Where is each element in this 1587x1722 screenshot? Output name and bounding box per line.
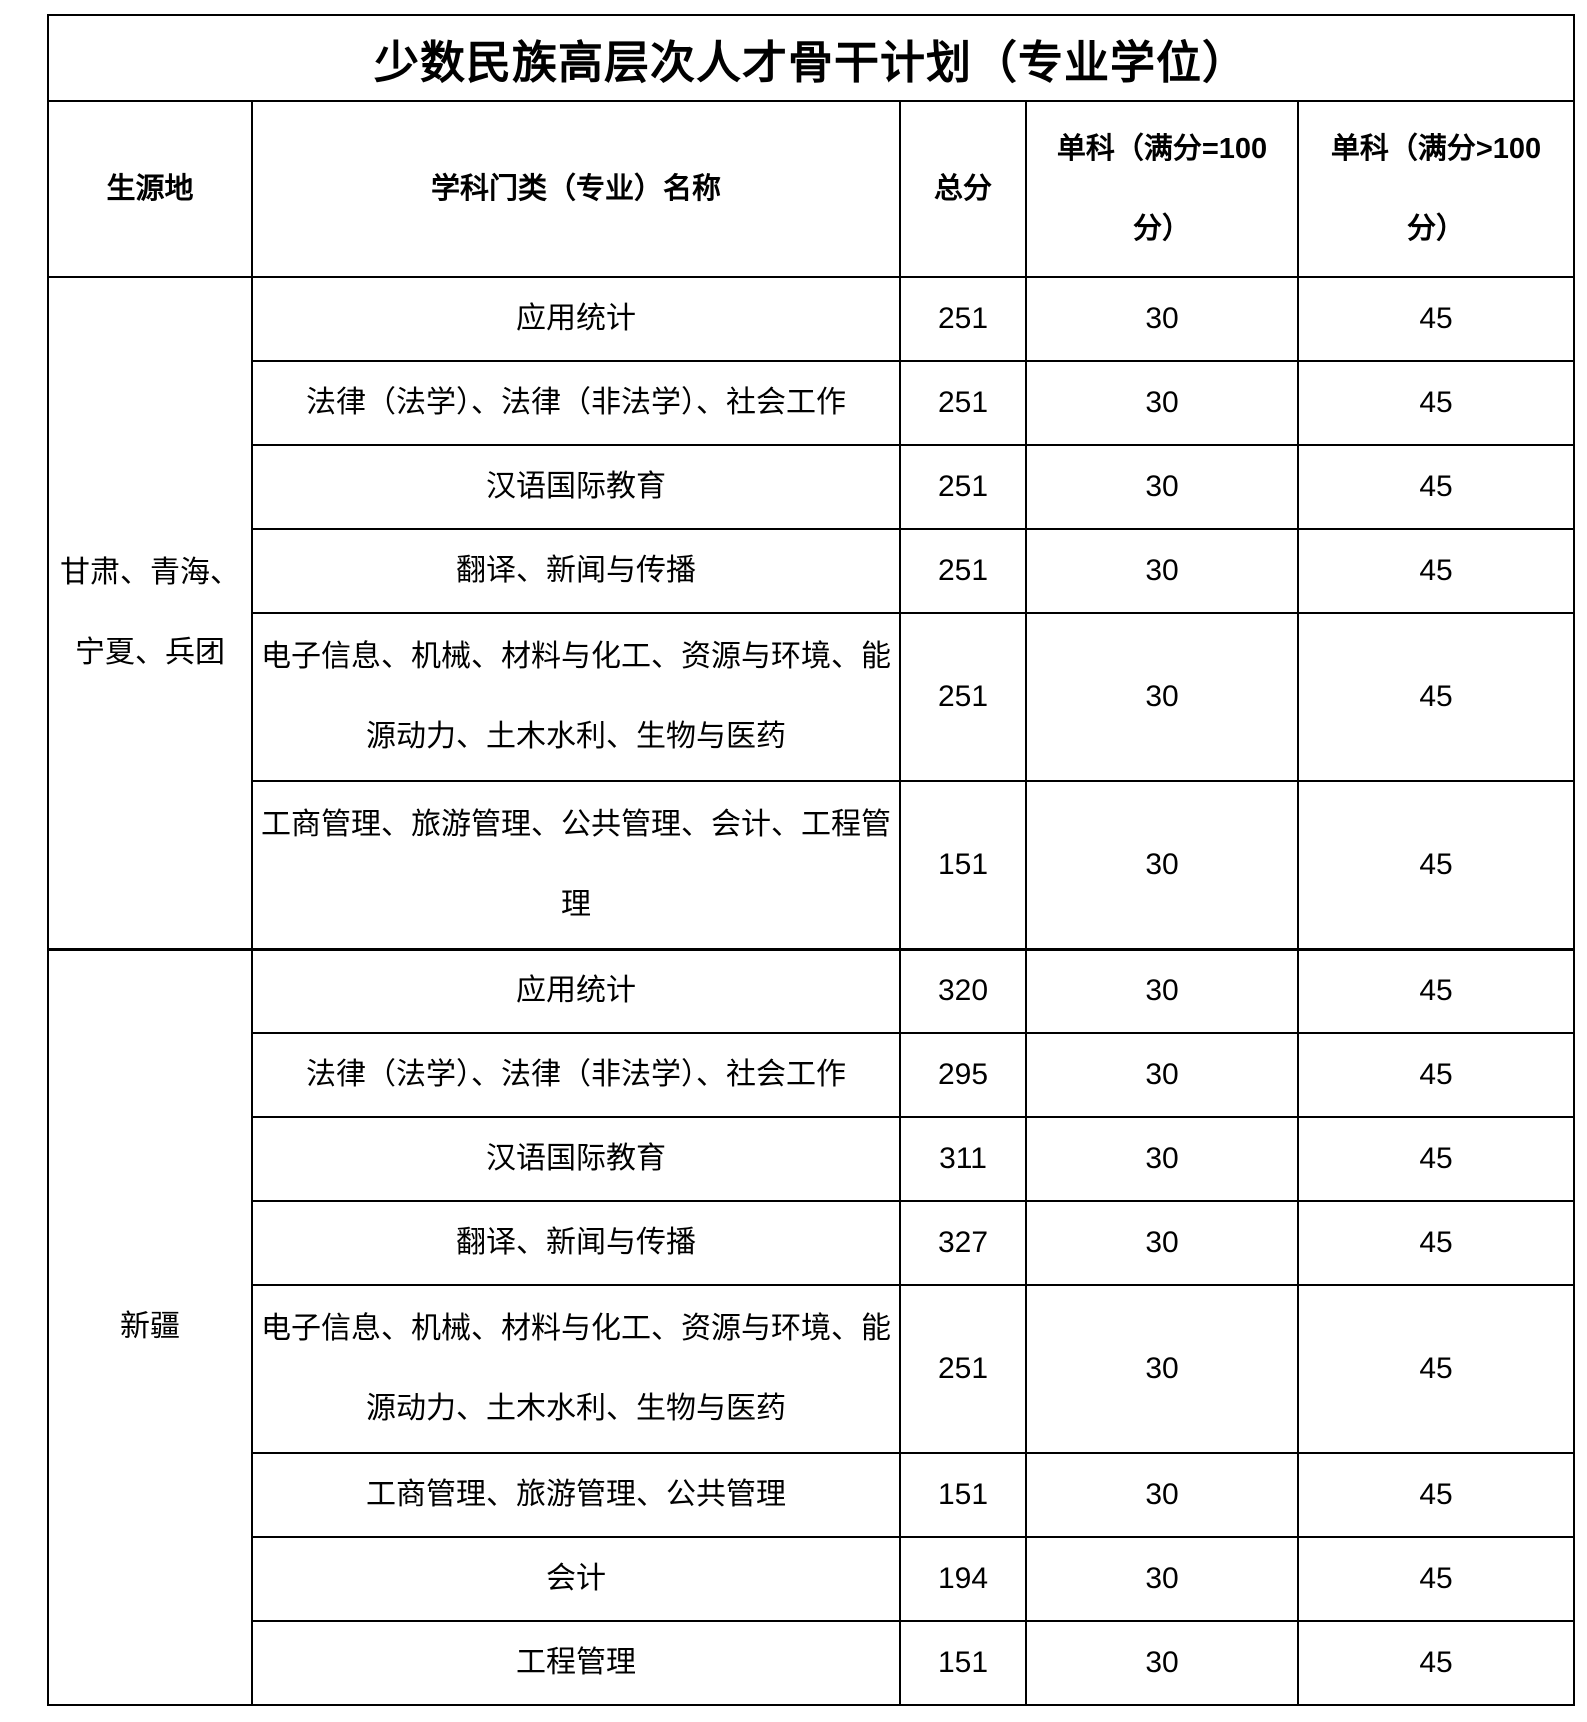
table-row: 工商管理、旅游管理、公共管理、会计、工程管 理 151 30 45 bbox=[48, 780, 1576, 950]
single-gt100-cell: 45 bbox=[1296, 1200, 1576, 1286]
table-row: 汉语国际教育 251 30 45 bbox=[48, 444, 1576, 530]
single-gt100-cell: 45 bbox=[1296, 528, 1576, 614]
score-line-table: 少数民族高层次人才骨干计划（专业学位） 生源地 学科门类（专业）名称 总分 单科… bbox=[46, 14, 1576, 1706]
total-cell: 311 bbox=[899, 1116, 1027, 1202]
single-gt100-cell: 45 bbox=[1296, 1536, 1576, 1622]
total-cell: 295 bbox=[899, 1032, 1027, 1118]
single-eq100-cell: 30 bbox=[1025, 1620, 1299, 1706]
total-cell: 151 bbox=[899, 780, 1027, 950]
single-eq100-cell: 30 bbox=[1025, 947, 1299, 1034]
major-cell: 翻译、新闻与传播 bbox=[251, 1200, 901, 1286]
single-eq100-cell: 30 bbox=[1025, 444, 1299, 530]
table-row: 电子信息、机械、材料与化工、资源与环境、能 源动力、土木水利、生物与医药 251… bbox=[48, 612, 1576, 782]
table-row: 汉语国际教育 311 30 45 bbox=[48, 1116, 1576, 1202]
table-row: 新疆 应用统计 320 30 45 bbox=[47, 947, 1576, 1706]
major-cell: 工程管理 bbox=[251, 1620, 901, 1706]
major-cell: 汉语国际教育 bbox=[251, 1116, 901, 1202]
table-row: 会计 194 30 45 bbox=[48, 1536, 1576, 1622]
single-eq100-cell: 30 bbox=[1025, 1116, 1299, 1202]
col-header-major: 学科门类（专业）名称 bbox=[251, 100, 901, 278]
major-cell: 电子信息、机械、材料与化工、资源与环境、能 源动力、土木水利、生物与医药 bbox=[251, 1284, 901, 1454]
single-eq100-cell: 30 bbox=[1025, 1284, 1299, 1454]
major-cell: 电子信息、机械、材料与化工、资源与环境、能 源动力、土木水利、生物与医药 bbox=[251, 612, 901, 782]
total-cell: 320 bbox=[899, 947, 1027, 1034]
col-header-origin: 生源地 bbox=[47, 100, 253, 278]
major-cell: 会计 bbox=[251, 1536, 901, 1622]
major-cell: 法律（法学）、法律（非法学）、社会工作 bbox=[251, 360, 901, 446]
single-gt100-cell: 45 bbox=[1296, 1452, 1576, 1538]
major-cell: 翻译、新闻与传播 bbox=[251, 528, 901, 614]
col-header-single-eq100: 单科（满分=100 分） bbox=[1025, 100, 1299, 278]
major-cell: 汉语国际教育 bbox=[251, 444, 901, 530]
major-cell: 应用统计 bbox=[251, 276, 901, 362]
total-cell: 251 bbox=[899, 360, 1027, 446]
single-eq100-cell: 30 bbox=[1025, 360, 1299, 446]
table-row: 甘肃、青海、 宁夏、兵团 应用统计 251 30 45 bbox=[47, 276, 1576, 950]
single-gt100-cell: 45 bbox=[1296, 612, 1576, 782]
single-eq100-cell: 30 bbox=[1025, 780, 1299, 950]
single-eq100-cell: 30 bbox=[1025, 276, 1299, 362]
single-gt100-cell: 45 bbox=[1296, 1032, 1576, 1118]
single-eq100-cell: 30 bbox=[1025, 1452, 1299, 1538]
title-row: 少数民族高层次人才骨干计划（专业学位） bbox=[46, 14, 1576, 102]
total-cell: 251 bbox=[899, 1284, 1027, 1454]
single-gt100-cell: 45 bbox=[1296, 780, 1576, 950]
major-cell: 工商管理、旅游管理、公共管理 bbox=[251, 1452, 901, 1538]
col-header-single-gt100: 单科（满分>100 分） bbox=[1296, 100, 1576, 278]
single-eq100-cell: 30 bbox=[1025, 612, 1299, 782]
single-gt100-cell: 45 bbox=[1296, 1116, 1576, 1202]
major-cell: 应用统计 bbox=[251, 947, 901, 1034]
total-cell: 251 bbox=[899, 528, 1027, 614]
header-row: 生源地 学科门类（专业）名称 总分 单科（满分=100 分） 单科（满分>100… bbox=[47, 100, 1576, 278]
major-cell: 法律（法学）、法律（非法学）、社会工作 bbox=[251, 1032, 901, 1118]
table-title: 少数民族高层次人才骨干计划（专业学位） bbox=[46, 14, 1576, 102]
total-cell: 151 bbox=[899, 1620, 1027, 1706]
total-cell: 327 bbox=[899, 1200, 1027, 1286]
total-cell: 151 bbox=[899, 1452, 1027, 1538]
single-gt100-cell: 45 bbox=[1296, 360, 1576, 446]
major-cell: 工商管理、旅游管理、公共管理、会计、工程管 理 bbox=[251, 780, 901, 950]
table-row: 法律（法学）、法律（非法学）、社会工作 251 30 45 bbox=[48, 360, 1576, 446]
table-row: 法律（法学）、法律（非法学）、社会工作 295 30 45 bbox=[48, 1032, 1576, 1118]
table-row: 翻译、新闻与传播 251 30 45 bbox=[48, 528, 1576, 614]
origin-cell-gansu-qinghai-ningxia-bingtuan: 甘肃、青海、 宁夏、兵团 bbox=[47, 276, 253, 950]
single-gt100-cell: 45 bbox=[1296, 1284, 1576, 1454]
single-eq100-cell: 30 bbox=[1025, 1200, 1299, 1286]
table-row: 工程管理 151 30 45 bbox=[48, 1620, 1576, 1706]
total-cell: 251 bbox=[899, 444, 1027, 530]
single-eq100-cell: 30 bbox=[1025, 1536, 1299, 1622]
single-gt100-cell: 45 bbox=[1296, 947, 1576, 1034]
single-eq100-cell: 30 bbox=[1025, 1032, 1299, 1118]
table-row: 工商管理、旅游管理、公共管理 151 30 45 bbox=[48, 1452, 1576, 1538]
table-row: 翻译、新闻与传播 327 30 45 bbox=[48, 1200, 1576, 1286]
total-cell: 251 bbox=[899, 276, 1027, 362]
single-gt100-cell: 45 bbox=[1296, 276, 1576, 362]
single-eq100-cell: 30 bbox=[1025, 528, 1299, 614]
single-gt100-cell: 45 bbox=[1296, 1620, 1576, 1706]
origin-cell-xinjiang: 新疆 bbox=[47, 947, 253, 1706]
total-cell: 251 bbox=[899, 612, 1027, 782]
single-gt100-cell: 45 bbox=[1296, 444, 1576, 530]
table-row: 电子信息、机械、材料与化工、资源与环境、能 源动力、土木水利、生物与医药 251… bbox=[48, 1284, 1576, 1454]
col-header-total: 总分 bbox=[899, 100, 1027, 278]
total-cell: 194 bbox=[899, 1536, 1027, 1622]
